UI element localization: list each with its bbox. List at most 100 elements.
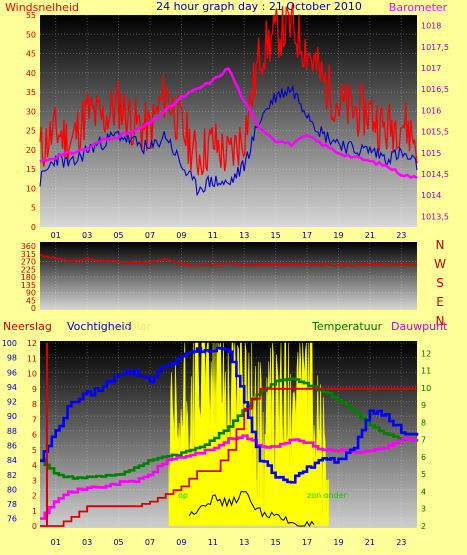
rain-tick-label: 6: [32, 431, 37, 440]
solar-label: Solar: [123, 320, 152, 333]
rain-tick-label: 12: [27, 339, 37, 348]
rain-tick-label: 4: [32, 461, 37, 470]
temperature-tick-label: 2: [421, 522, 426, 531]
rain-tick-label: 7: [32, 415, 37, 424]
direction-tick-label: 180: [21, 273, 36, 282]
wind-tick-label: 20: [26, 146, 36, 155]
wind-tick-label: 45: [26, 50, 36, 59]
wind-speed-line: [39, 84, 418, 197]
rain-panel-grid: [40, 342, 417, 526]
humidity-tick-label: 86: [7, 441, 17, 450]
wind-panel-background: [40, 15, 417, 227]
barometer-tick-label: 1017,5: [421, 43, 449, 52]
hour-tick-label: 05: [113, 538, 123, 547]
temperature-tick-label: 4: [421, 487, 426, 496]
wind-tick-label: 5: [31, 204, 36, 213]
hour-tick-label: 05: [113, 231, 123, 240]
humidity-tick-label: 82: [7, 471, 17, 480]
direction-tick-label: 135: [21, 281, 36, 290]
hour-tick-label: 09: [176, 538, 186, 547]
temperature-tick-label: 12: [421, 349, 431, 358]
wind-tick-label: 40: [26, 69, 36, 78]
compass-label: W: [434, 257, 446, 271]
wind-gust-line: [39, 3, 418, 176]
temperature-tick-label: 3: [421, 505, 426, 514]
rain-tick-label: 5: [32, 446, 37, 455]
wind-tick-label: 30: [26, 107, 36, 116]
wind-tick-label: 50: [26, 30, 36, 39]
direction-tick-label: 360: [21, 242, 36, 251]
humidity-axis: 76 78 80 82 84 86 88 90 92 94 96 98 100: [2, 339, 17, 524]
rain-tick-label: 10: [27, 370, 37, 379]
sunset-label: zon onder: [307, 491, 348, 500]
hour-tick-label: 19: [333, 231, 343, 240]
hour-tick-label: 13: [239, 231, 249, 240]
temperature-line: [40, 377, 419, 480]
humidity-tick-label: 80: [7, 485, 17, 494]
rain-tick-label: 2: [32, 492, 37, 501]
hour-tick-label: 19: [333, 538, 343, 547]
hour-tick-label: 07: [145, 538, 155, 547]
hour-tick-label: 17: [302, 231, 312, 240]
rain-panel-lines: [40, 343, 419, 528]
direction-tick-label: 0: [31, 304, 36, 313]
direction-panel-lines: [40, 254, 418, 267]
direction-tick-label: 45: [26, 296, 36, 305]
wind-tick-label: 35: [26, 88, 36, 97]
humidity-label: Vochtigheid: [67, 320, 132, 333]
humidity-tick-label: 76: [7, 515, 17, 524]
hour-tick-label: 01: [51, 538, 61, 547]
direction-tick-label: 270: [21, 258, 36, 267]
wind-direction-line: [40, 254, 418, 267]
hour-tick-label: 23: [396, 231, 406, 240]
compass-label: N: [436, 238, 445, 252]
compass-label: N: [436, 314, 445, 328]
wind-tick-label: 0: [31, 223, 36, 232]
hour-tick-label: 15: [271, 538, 281, 547]
temperature-axis: 2 3 4 5 6 7 8 9 10 11 12: [421, 349, 431, 531]
temperature-tick-label: 10: [421, 384, 431, 393]
direction-tick-label: 225: [21, 265, 36, 274]
rain-tick-label: 1: [32, 507, 37, 516]
humidity-tick-label: 92: [7, 398, 17, 407]
wind-tick-label: 10: [26, 184, 36, 193]
barometer-tick-label: 1016: [421, 106, 441, 115]
header-right-label: Barometer: [389, 1, 448, 14]
rain-tick-label: 11: [27, 354, 37, 363]
rain-tick-label: 9: [32, 385, 37, 394]
temperature-tick-label: 9: [421, 401, 426, 410]
barometer-tick-label: 1015: [421, 149, 441, 158]
humidity-tick-label: 100: [2, 339, 17, 348]
hour-tick-label: 11: [208, 538, 218, 547]
uv-line: [188, 491, 315, 528]
barometer-axis: 1013,5 1014 1014,5 1015 1015,5 1016 1016,5 1017…: [421, 22, 449, 222]
wind-panel-lines: [39, 3, 418, 197]
compass-label: S: [436, 276, 444, 290]
humidity-line: [40, 346, 419, 484]
sunrise-label: op: [178, 491, 188, 500]
barometer-tick-label: 1018: [421, 22, 441, 31]
solar-radiation-area: [168, 342, 330, 527]
hour-tick-label: 11: [208, 231, 218, 240]
humidity-tick-label: 84: [7, 456, 17, 465]
hour-tick-label: 01: [51, 231, 61, 240]
page-title: 24 hour graph day : 21 October 2010: [156, 0, 362, 13]
wind-tick-label: 55: [26, 11, 36, 20]
direction-panel-background: [40, 242, 417, 310]
hour-tick-label: 13: [239, 538, 249, 547]
barometer-tick-label: 1016,5: [421, 85, 449, 94]
temperature-tick-label: 8: [421, 418, 426, 427]
humidity-tick-label: 78: [7, 500, 17, 509]
temperature-tick-label: 11: [421, 367, 431, 376]
rain-tick-label: 3: [32, 476, 37, 485]
hour-tick-label: 15: [271, 231, 281, 240]
barometer-tick-label: 1017: [421, 64, 441, 73]
humidity-tick-label: 94: [7, 383, 17, 392]
hour-tick-label: 03: [82, 538, 92, 547]
barometer-tick-label: 1014,5: [421, 170, 449, 179]
rain-tick-label: 8: [32, 400, 37, 409]
solar-area: [168, 342, 330, 527]
rain-line: [40, 387, 417, 527]
